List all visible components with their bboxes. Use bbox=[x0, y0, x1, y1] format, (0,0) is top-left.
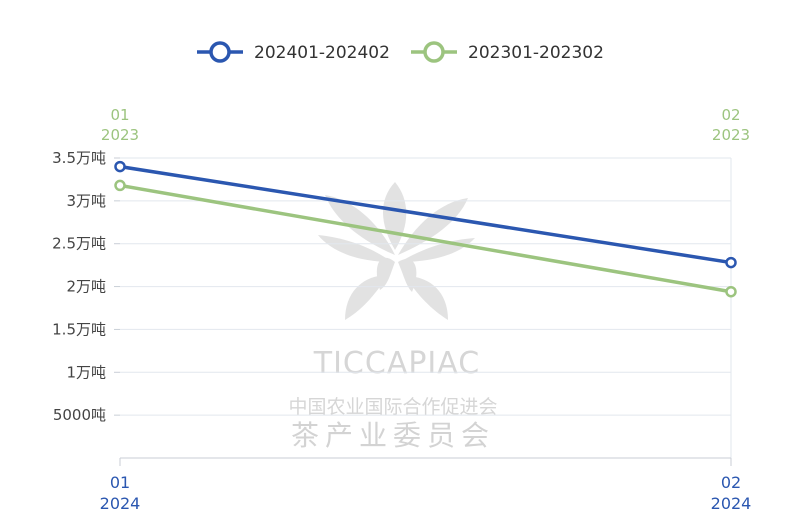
x-axis-top: 01 2023 02 2023 bbox=[101, 106, 750, 144]
gridlines bbox=[120, 157, 732, 458]
y-tick-label: 3万吨 bbox=[66, 192, 106, 210]
data-point-2024 bbox=[114, 160, 126, 173]
watermark-line1: 中国农业国际合作促进会 bbox=[288, 396, 497, 418]
y-tick-label: 3.5万吨 bbox=[52, 149, 106, 167]
legend-item-2024: 202401-202402 bbox=[197, 41, 390, 63]
legend-label-2024: 202401-202402 bbox=[254, 43, 390, 63]
y-tick-label: 1万吨 bbox=[66, 363, 106, 381]
x-bottom-label-year: 2024 bbox=[100, 494, 141, 513]
series-line-2024 bbox=[119, 164, 732, 265]
x-bottom-label-month: 01 bbox=[110, 473, 130, 492]
watermark-latin: TICCAPIAC bbox=[313, 346, 480, 381]
x-top-label-year: 2023 bbox=[712, 126, 750, 144]
y-tick-label: 5000吨 bbox=[53, 406, 106, 424]
legend: 202401-202402 202301-202302 bbox=[197, 41, 604, 63]
x-axis-bottom: 01 2024 02 2024 bbox=[100, 473, 752, 513]
legend-label-2023: 202301-202302 bbox=[468, 43, 604, 63]
series-line-2023 bbox=[119, 183, 732, 294]
data-point-2023 bbox=[725, 285, 737, 298]
x-top-label-year: 2023 bbox=[101, 126, 139, 144]
x-bottom-label-month: 02 bbox=[721, 473, 741, 492]
x-top-label-month: 01 bbox=[110, 106, 129, 124]
watermark-line2: 茶产业委员会 bbox=[291, 419, 495, 452]
data-point-2024 bbox=[725, 256, 737, 269]
y-tick-label: 2万吨 bbox=[66, 278, 106, 296]
y-axis: 3.5万吨 3万吨 2.5万吨 2万吨 1.5万吨 1万吨 5000吨 bbox=[52, 149, 120, 424]
data-point-2023 bbox=[114, 179, 126, 192]
series-lines bbox=[114, 160, 737, 298]
x-bottom-label-year: 2024 bbox=[711, 494, 752, 513]
y-tick-label: 1.5万吨 bbox=[52, 320, 106, 338]
x-top-label-month: 02 bbox=[721, 106, 740, 124]
y-tick-label: 2.5万吨 bbox=[52, 235, 106, 253]
x-axis bbox=[119, 457, 732, 466]
legend-item-2023: 202301-202302 bbox=[411, 41, 604, 63]
